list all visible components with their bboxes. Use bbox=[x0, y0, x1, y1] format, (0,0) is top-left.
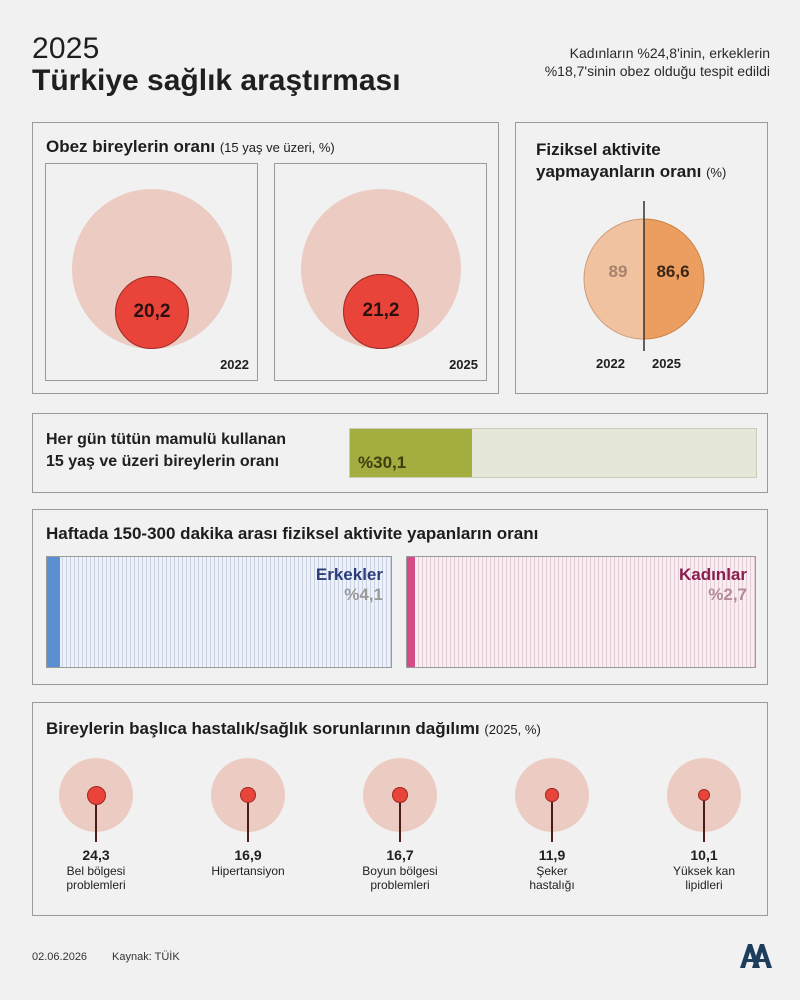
aa-logo-icon bbox=[740, 944, 772, 968]
obesity-title-text: Obez bireylerin oranı bbox=[46, 137, 216, 156]
obesity-inner-circle-2022 bbox=[115, 275, 189, 349]
disease-stem bbox=[247, 795, 249, 842]
tobacco-label: Her gün tütün mamulü kullanan 15 yaş ve … bbox=[46, 429, 286, 473]
inactivity-title-line1: Fiziksel aktivite bbox=[536, 140, 661, 159]
inactivity-title: Fiziksel aktivite yapmayanların oranı (%… bbox=[536, 139, 726, 184]
disease-inner-circle bbox=[86, 785, 106, 805]
disease-value: 11,9 bbox=[538, 847, 566, 863]
activity-box-male: Erkekler %4,1 bbox=[46, 556, 392, 668]
disease-stem bbox=[95, 795, 97, 842]
disease-inner-circle bbox=[240, 787, 256, 803]
disease-label-line1: Yüksek kan bbox=[672, 864, 736, 878]
header-subtitle: Kadınların %24,8'inin, erkeklerin %18,7'… bbox=[544, 45, 770, 79]
disease-value: 10,1 bbox=[690, 847, 718, 863]
inactivity-title-line2-text: yapmayanların oranı bbox=[536, 162, 702, 181]
obesity-title: Obez bireylerin oranı (15 yaş ve üzeri, … bbox=[46, 137, 335, 157]
header-year: 2025 bbox=[32, 32, 100, 65]
tobacco-panel: Her gün tütün mamulü kullanan 15 yaş ve … bbox=[32, 413, 768, 493]
obesity-inner-circle-2025 bbox=[343, 273, 419, 349]
inactivity-half-2025 bbox=[643, 218, 705, 340]
inactivity-value-2022: 89 bbox=[608, 262, 628, 281]
inactivity-value-2025: 86,6 bbox=[656, 262, 690, 281]
activity-fill-male bbox=[47, 557, 60, 667]
inactivity-year-2022: 2022 bbox=[596, 356, 625, 371]
tobacco-label-line1: Her gün tütün mamulü kullanan bbox=[46, 431, 287, 448]
obesity-value-2025: 21,2 bbox=[362, 300, 400, 322]
obesity-box-2025: 21,2 2025 bbox=[274, 163, 487, 381]
activity-name-male: Erkekler bbox=[315, 565, 383, 584]
disease-label-line2: lipidleri bbox=[685, 878, 723, 892]
disease-label-line2: problemleri bbox=[66, 878, 126, 892]
disease-label-line1: Şeker bbox=[536, 864, 568, 878]
activity-box-female: Kadınlar %2,7 bbox=[406, 556, 756, 668]
footer-date: 02.06.2026 bbox=[32, 951, 88, 963]
disease-label-line1: Boyun bölgesi bbox=[362, 864, 438, 878]
disease-inner-circle bbox=[697, 788, 711, 802]
inactivity-split-circle bbox=[583, 201, 705, 351]
inactivity-unit: (%) bbox=[706, 165, 727, 180]
activity-fill-female bbox=[407, 557, 416, 667]
activity-name-female: Kadınlar bbox=[678, 565, 747, 584]
obesity-unit: (15 yaş ve üzeri, %) bbox=[219, 140, 335, 155]
tobacco-bar-fill bbox=[350, 429, 473, 477]
activity-panel: Haftada 150-300 dakika arası fiziksel ak… bbox=[32, 509, 768, 685]
diseases-panel: Bireylerin başlıca hastalık/sağlık sorun… bbox=[32, 702, 768, 916]
diseases-title-text: Bireylerin başlıca hastalık/sağlık sorun… bbox=[46, 719, 480, 738]
disease-label-line2: hastalığı bbox=[529, 878, 575, 892]
obesity-year-2025: 2025 bbox=[449, 357, 478, 372]
obesity-box-2022: 20,2 2022 bbox=[45, 163, 258, 381]
disease-inner-circle bbox=[392, 787, 408, 803]
activity-title: Haftada 150-300 dakika arası fiziksel ak… bbox=[46, 524, 539, 543]
disease-value: 16,9 bbox=[234, 847, 262, 863]
obesity-panel: Obez bireylerin oranı (15 yaş ve üzeri, … bbox=[32, 122, 499, 394]
disease-value: 16,7 bbox=[386, 847, 414, 863]
diseases-title: Bireylerin başlıca hastalık/sağlık sorun… bbox=[46, 719, 541, 739]
inactivity-panel: Fiziksel aktivite yapmayanların oranı (%… bbox=[515, 122, 768, 394]
inactivity-title-line2: yapmayanların oranı (%) bbox=[536, 161, 726, 184]
disease-inner-circle bbox=[545, 788, 559, 802]
footer-source: Kaynak: TÜİK bbox=[112, 951, 180, 963]
activity-value-male: %4,1 bbox=[344, 585, 383, 604]
disease-stem bbox=[703, 795, 705, 842]
disease-label-line1: Bel bölgesi bbox=[66, 864, 126, 878]
disease-stem bbox=[399, 795, 401, 842]
inactivity-year-2025: 2025 bbox=[652, 356, 681, 371]
diseases-unit: (2025, %) bbox=[484, 722, 541, 737]
tobacco-label-line2: 15 yaş ve üzeri bireylerin oranı bbox=[46, 453, 280, 470]
obesity-value-2022: 20,2 bbox=[133, 301, 171, 323]
tobacco-value: %30,1 bbox=[358, 453, 407, 472]
disease-label-line1: Hipertansiyon bbox=[211, 864, 285, 878]
disease-value: 24,3 bbox=[82, 847, 110, 863]
disease-stem bbox=[551, 795, 553, 842]
inactivity-half-2022 bbox=[583, 218, 645, 340]
page-title: Türkiye sağlık araştırması bbox=[32, 64, 401, 97]
activity-value-female: %2,7 bbox=[708, 585, 747, 604]
tobacco-bar-track: %30,1 bbox=[349, 428, 757, 478]
obesity-year-2022: 2022 bbox=[220, 357, 249, 372]
disease-label-line2: problemleri bbox=[370, 878, 430, 892]
